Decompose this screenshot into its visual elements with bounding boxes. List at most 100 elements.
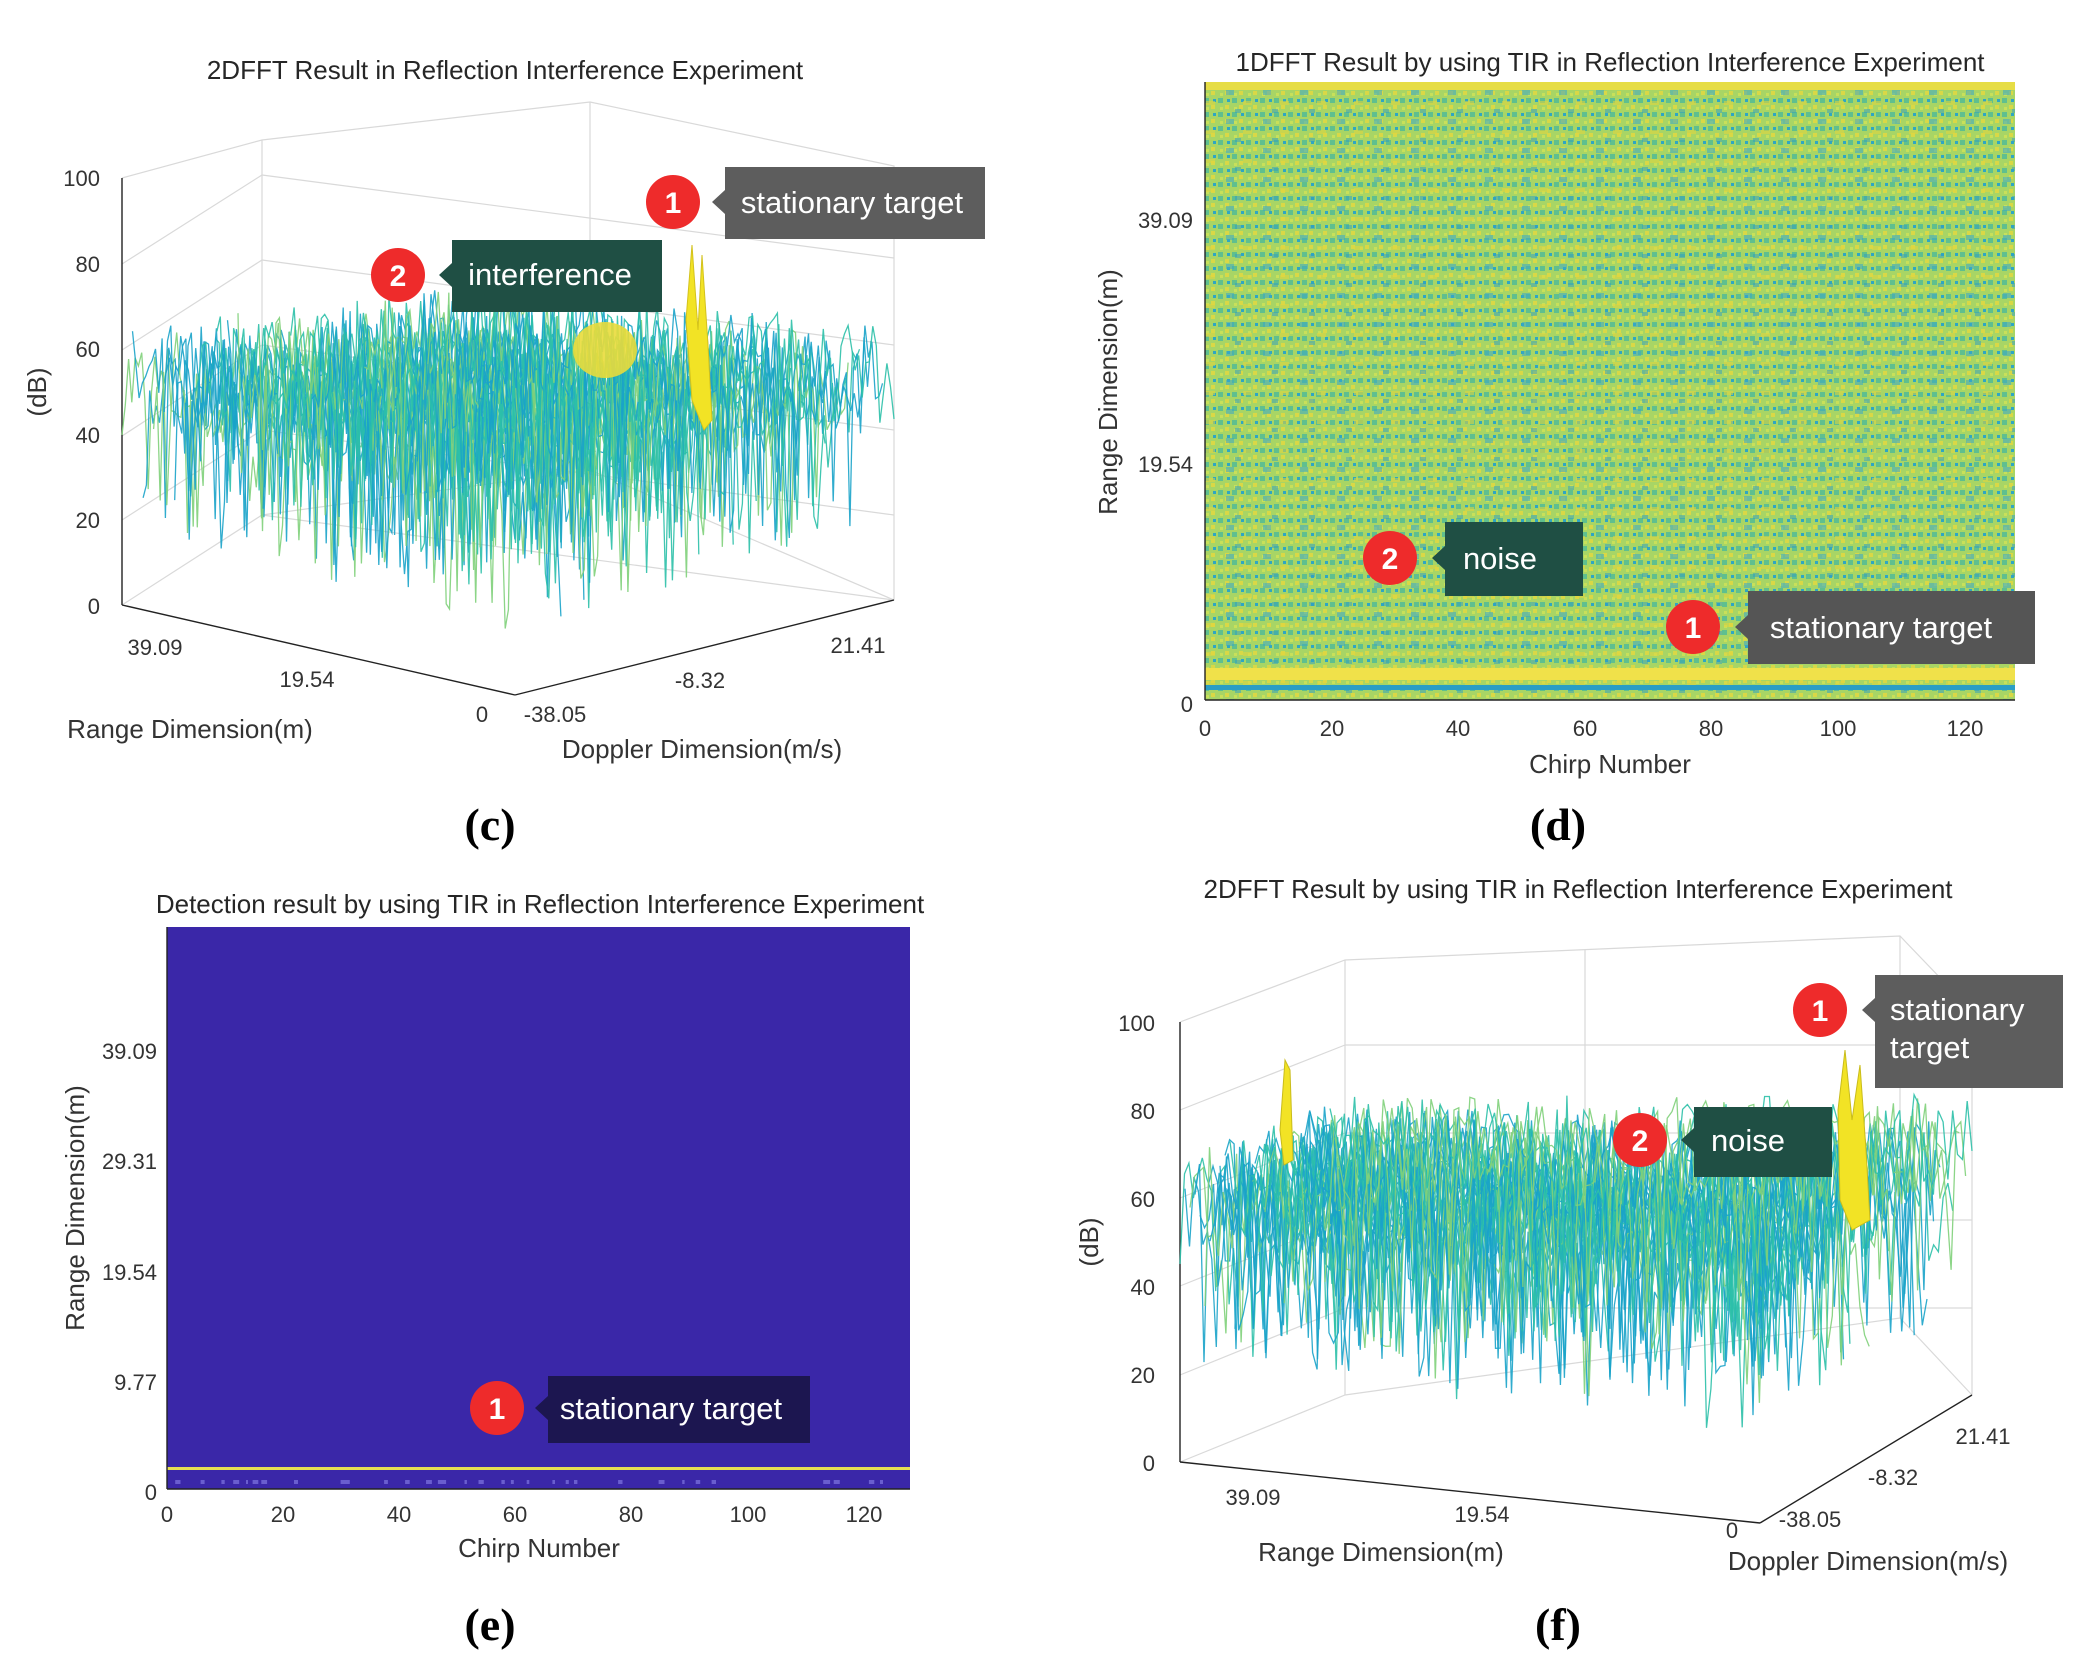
panel-d-title: 1DFFT Result by using TIR in Reflection …: [1235, 47, 1985, 77]
badge-circle: [1363, 531, 1417, 585]
detection-dot: [405, 1480, 410, 1484]
panel-e-label: (e): [464, 1599, 515, 1650]
callout-box: [439, 240, 662, 312]
panel-f-x-tick: 0: [1726, 1518, 1738, 1543]
badge-circle: [1793, 983, 1847, 1037]
badge-number: 2: [1382, 543, 1399, 576]
panel-f-surface: [1179, 1092, 1973, 1428]
detection-dot: [478, 1480, 484, 1484]
badge-number: 2: [390, 260, 407, 293]
panel-d-x-tick: 40: [1446, 716, 1470, 741]
panel-e-y-tick: 0: [145, 1480, 157, 1505]
callout-box: [712, 167, 985, 239]
detection-dot: [235, 1480, 240, 1484]
panel-d-callout-1: 1 stationary target: [1666, 591, 2035, 664]
surface-mesh-line: [384, 306, 803, 547]
panel-c-x-tick: 0: [476, 702, 488, 727]
callout-box: [1432, 522, 1583, 596]
panel-c-z-tick: 80: [76, 252, 100, 277]
panel-f-doppler-axis: [1759, 1394, 1973, 1524]
panel-c-z-label: (dB): [22, 367, 52, 416]
panel-e-callout-1: 1 stationary target: [470, 1376, 810, 1443]
callout-text: stationary target: [560, 1391, 783, 1426]
detection-dot: [345, 1480, 350, 1484]
callout-box: [1862, 975, 2063, 1088]
callout-box: [535, 1376, 810, 1443]
panel-d-x-label: Chirp Number: [1529, 749, 1691, 779]
panel-f: 2DFFT Result by using TIR in Reflection …: [1074, 874, 2063, 1650]
panel-d-x-tick: 20: [1320, 716, 1344, 741]
panel-c-y-tick: -38.05: [524, 702, 586, 727]
surface-mesh-line: [458, 282, 884, 527]
panel-d-y-tick: 19.54: [1138, 452, 1193, 477]
detection-dot: [175, 1480, 181, 1484]
detection-dot: [437, 1480, 442, 1484]
detection-dot: [441, 1480, 447, 1484]
callout-text: stationary target: [741, 185, 964, 220]
panel-e-y-tick: 29.31: [102, 1149, 157, 1174]
panel-f-z-label: (dB): [1074, 1217, 1104, 1266]
panel-d-target-band-2: [1205, 685, 2015, 690]
surface-mesh-line: [448, 298, 872, 527]
panel-c-label: (c): [464, 799, 515, 850]
panel-f-x-tick: 39.09: [1225, 1485, 1280, 1510]
detection-dot: [565, 1480, 569, 1484]
detection-dot: [695, 1480, 701, 1484]
panel-c-z-tick: 60: [76, 337, 100, 362]
detection-dot: [833, 1480, 839, 1484]
panel-e-x-tick: 100: [730, 1502, 767, 1527]
detection-dot: [868, 1480, 875, 1484]
panel-c-y-tick: 21.41: [830, 633, 885, 658]
panel-c-x-label: Range Dimension(m): [67, 714, 313, 744]
panel-c-target-peak: [685, 244, 713, 431]
callout-text-line-1: stationary: [1890, 992, 2025, 1027]
panel-d-y-label: Range Dimension(m): [1093, 269, 1123, 515]
panel-d-label: (d): [1530, 799, 1586, 850]
panel-f-z-tick: 0: [1143, 1451, 1155, 1476]
panel-d-x-tick: 60: [1573, 716, 1597, 741]
callout-line-1: stationary: [1890, 992, 2025, 1027]
detection-dot: [221, 1480, 225, 1484]
panel-c-z-tick: 0: [88, 594, 100, 619]
panel-c-interference-blob: [573, 322, 637, 378]
badge-circle: [1666, 600, 1720, 654]
detection-dot: [261, 1480, 268, 1484]
panel-d-x-tick: 80: [1699, 716, 1723, 741]
detection-dot: [526, 1480, 530, 1484]
detection-dot: [682, 1480, 685, 1484]
detection-dot: [246, 1480, 248, 1484]
panel-f-x-tick: 19.54: [1454, 1502, 1509, 1527]
detection-dot: [254, 1480, 257, 1484]
panel-e-y-tick: 9.77: [114, 1370, 157, 1395]
badge-number: 1: [1812, 995, 1829, 1028]
panel-c: 2DFFT Result in Reflection Interference …: [22, 55, 985, 850]
panel-f-y-tick: 21.41: [1955, 1424, 2010, 1449]
panel-e-y-tick: 39.09: [102, 1039, 157, 1064]
panel-f-label: (f): [1535, 1599, 1581, 1650]
badge-circle: [1613, 1113, 1667, 1167]
detection-dot: [294, 1480, 298, 1484]
panel-c-x-tick: 19.54: [279, 667, 334, 692]
detection-dot: [200, 1480, 205, 1484]
badge-number: 1: [665, 187, 682, 220]
callout-text: noise: [1463, 541, 1537, 576]
panel-c-z-tick: 40: [76, 423, 100, 448]
badge-circle: [470, 1381, 524, 1435]
panel-e-x-tick: 120: [846, 1502, 883, 1527]
detection-dot: [510, 1480, 514, 1484]
detection-dot: [711, 1480, 716, 1484]
detection-dot: [384, 1480, 388, 1484]
panel-e-detection-dots: [175, 1480, 883, 1484]
panel-f-z-tick: 20: [1131, 1363, 1155, 1388]
panel-c-surface: [121, 281, 895, 629]
badge-number: 2: [1632, 1125, 1649, 1158]
panel-c-z-tick: 20: [76, 508, 100, 533]
callout-text: interference: [468, 257, 632, 292]
panel-d-y-tick: 39.09: [1138, 208, 1193, 233]
panel-d-x-tick: 100: [1820, 716, 1857, 741]
panel-c-y-label: Doppler Dimension(m/s): [562, 734, 842, 764]
detection-dot: [464, 1480, 467, 1484]
detection-dot: [880, 1480, 883, 1484]
surface-mesh-line: [437, 296, 861, 529]
panel-c-z-tick: 100: [63, 166, 100, 191]
